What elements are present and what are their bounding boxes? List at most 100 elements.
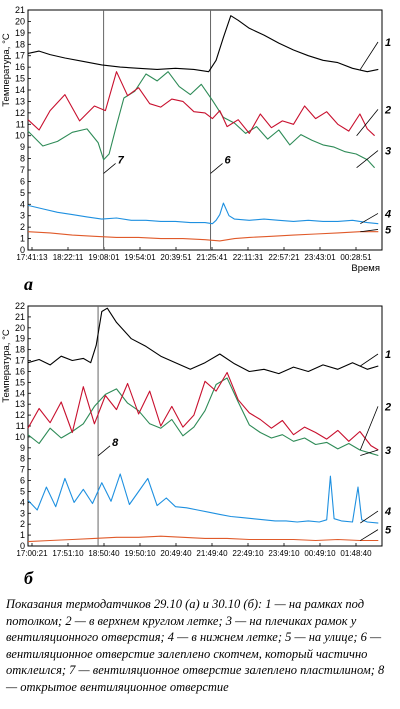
chart2-series-callout-label-2: 2 <box>384 401 391 413</box>
chart2-y-tick-label: 11 <box>16 421 25 431</box>
chart1-y-tick-label: 18 <box>15 39 25 49</box>
chart1-event-callout-label-6: 6 <box>225 154 232 166</box>
chart2-series-callout-label-5: 5 <box>385 525 392 537</box>
chart1-y-tick-label: 17 <box>15 51 25 61</box>
chart1-x-tick-label: 17:41:13 <box>16 253 48 262</box>
chart1-y-tick-label: 16 <box>15 62 25 72</box>
chart1-y-tick-label: 4 <box>20 199 25 209</box>
chart2-y-tick-label: 0 <box>20 541 25 551</box>
chart1-event-callout-line-7 <box>103 163 116 174</box>
chart2-event-callout-line-8 <box>97 445 111 457</box>
chart2-y-tick-label: 2 <box>20 519 25 529</box>
chart2-y-tick-label: 8 <box>20 454 25 464</box>
chart2-series-callout-label-3: 3 <box>385 445 391 457</box>
chart2-series-3-line <box>27 377 379 457</box>
chart1-series-3-line <box>27 71 376 169</box>
chart1-x-tick-label: 19:54:01 <box>124 253 156 262</box>
chart2-y-tick-label: 22 <box>15 301 25 311</box>
chart1-y-tick-label: 14 <box>15 85 25 95</box>
chart1-y-tick-label: 7 <box>20 165 25 175</box>
chart1-series-callout-line-3 <box>356 150 379 169</box>
chart1-x-tick-label: 20:39:51 <box>160 253 192 262</box>
chart2-y-tick-label: 1 <box>20 530 25 540</box>
chart1-x-tick-label: 00:28:51 <box>340 253 372 262</box>
chart2-y-tick-label: 18 <box>15 345 25 355</box>
chart2-y-tick-label: 16 <box>15 366 25 376</box>
chart2-series-callout-label-4: 4 <box>384 506 391 518</box>
chart2-x-tick-label: 22:49:10 <box>232 549 264 558</box>
chart2-y-tick-label: 15 <box>15 377 25 387</box>
chart2-series-callout-line-2 <box>359 406 379 451</box>
chart2-y-tick-label: 3 <box>20 508 25 518</box>
chart2-y-tick-label: 13 <box>15 399 25 409</box>
chart1-y-tick-label: 9 <box>20 142 25 152</box>
chart2-y-tick-label: 19 <box>15 334 25 344</box>
chart2-series-callout-line-4 <box>360 510 379 524</box>
chart2-series-callout-label-1: 1 <box>385 349 391 361</box>
chart1-y-tick-label: 20 <box>15 16 25 26</box>
chart1-series-1-line <box>27 15 379 73</box>
chart2-series-5-line <box>27 535 379 543</box>
chart2-x-tick-label: 17:00:21 <box>16 549 48 558</box>
chart1-y-tick-label: 0 <box>20 245 25 255</box>
chart1-series-callout-label-3: 3 <box>385 146 391 158</box>
chart1-y-axis-label: Температура, °C <box>1 33 12 107</box>
chart1-series-callout-label-1: 1 <box>385 37 391 49</box>
chart2-y-tick-label: 10 <box>15 432 25 442</box>
chart2-x-tick-label: 21:49:40 <box>196 549 228 558</box>
chart1-y-tick-label: 3 <box>20 211 25 221</box>
chart1-x-tick-label: 18:22:11 <box>53 253 84 262</box>
chart1-y-tick-label: 11 <box>16 119 25 129</box>
chart2-x-tick-label: 17:51:10 <box>52 549 84 558</box>
chart1-plot-frame <box>27 9 383 251</box>
chart2-x-tick-label: 20:49:40 <box>160 549 192 558</box>
chart1-x-tick-label: 19:08:01 <box>88 253 120 262</box>
chart1-event-callout-line-6 <box>210 163 223 174</box>
chart2-y-tick-label: 6 <box>20 476 25 486</box>
chart2-x-tick-label: 18:50:40 <box>88 549 120 558</box>
chart2-series-callout-line-5 <box>360 529 379 541</box>
chart2-y-tick-label: 7 <box>20 465 25 475</box>
chart1-series-5-line <box>27 231 379 242</box>
chart2-y-tick-label: 20 <box>15 323 25 333</box>
chart1-x-tick-label: 23:43:01 <box>304 253 336 262</box>
chart1-series-callout-line-5 <box>360 229 379 233</box>
chart1-series-callout-line-4 <box>360 213 379 225</box>
chart1-x-tick-label: 21:25:41 <box>196 253 228 262</box>
chart2-y-tick-label: 14 <box>15 388 25 398</box>
chart1-y-tick-label: 5 <box>20 188 25 198</box>
chart2-y-tick-label: 9 <box>20 443 25 453</box>
chart1-series-callout-line-2 <box>356 109 379 136</box>
chart2-y-tick-label: 4 <box>20 497 25 507</box>
charts-canvas: 012345678910111213141516171819202117:41:… <box>1 5 392 588</box>
chart2-y-tick-label: 12 <box>15 410 25 420</box>
chart2-series-4-line <box>27 473 379 524</box>
chart1-series-4-line <box>27 202 379 225</box>
chart1-x-tick-label: 22:57:21 <box>268 253 300 262</box>
chart2-series-callout-line-3 <box>360 449 379 456</box>
chart1-series-callout-label-2: 2 <box>384 104 391 116</box>
chart2-event-callout-label-8: 8 <box>112 437 119 449</box>
chart1-panel-letter: а <box>24 274 33 294</box>
chart2-x-tick-label: 00:49:10 <box>304 549 336 558</box>
chart1-y-tick-label: 6 <box>20 176 25 186</box>
chart2-panel-letter: б <box>24 568 34 588</box>
chart1-x-tick-label: 22:11:31 <box>233 253 264 262</box>
chart1-series-callout-label-4: 4 <box>384 208 391 220</box>
chart2-series-2-line <box>27 371 379 451</box>
chart2-series-callout-line-1 <box>360 353 379 367</box>
chart1-y-tick-label: 1 <box>20 234 25 244</box>
chart1-y-tick-label: 10 <box>15 131 25 141</box>
chart1-y-tick-label: 12 <box>15 108 25 118</box>
chart2-y-axis-label: Температура, °C <box>1 329 12 403</box>
chart2-y-tick-label: 17 <box>15 356 25 366</box>
chart1-series-2-line <box>27 71 375 137</box>
chart1-x-axis-label: Время <box>351 263 380 274</box>
chart1-y-tick-label: 8 <box>20 154 25 164</box>
chart2-y-tick-label: 5 <box>20 486 25 496</box>
chart2-x-tick-label: 23:49:10 <box>268 549 300 558</box>
chart1-y-tick-label: 15 <box>15 74 25 84</box>
chart1-series-callout-label-5: 5 <box>385 224 392 236</box>
chart1-y-tick-label: 21 <box>15 5 25 15</box>
chart1-y-tick-label: 2 <box>20 222 25 232</box>
